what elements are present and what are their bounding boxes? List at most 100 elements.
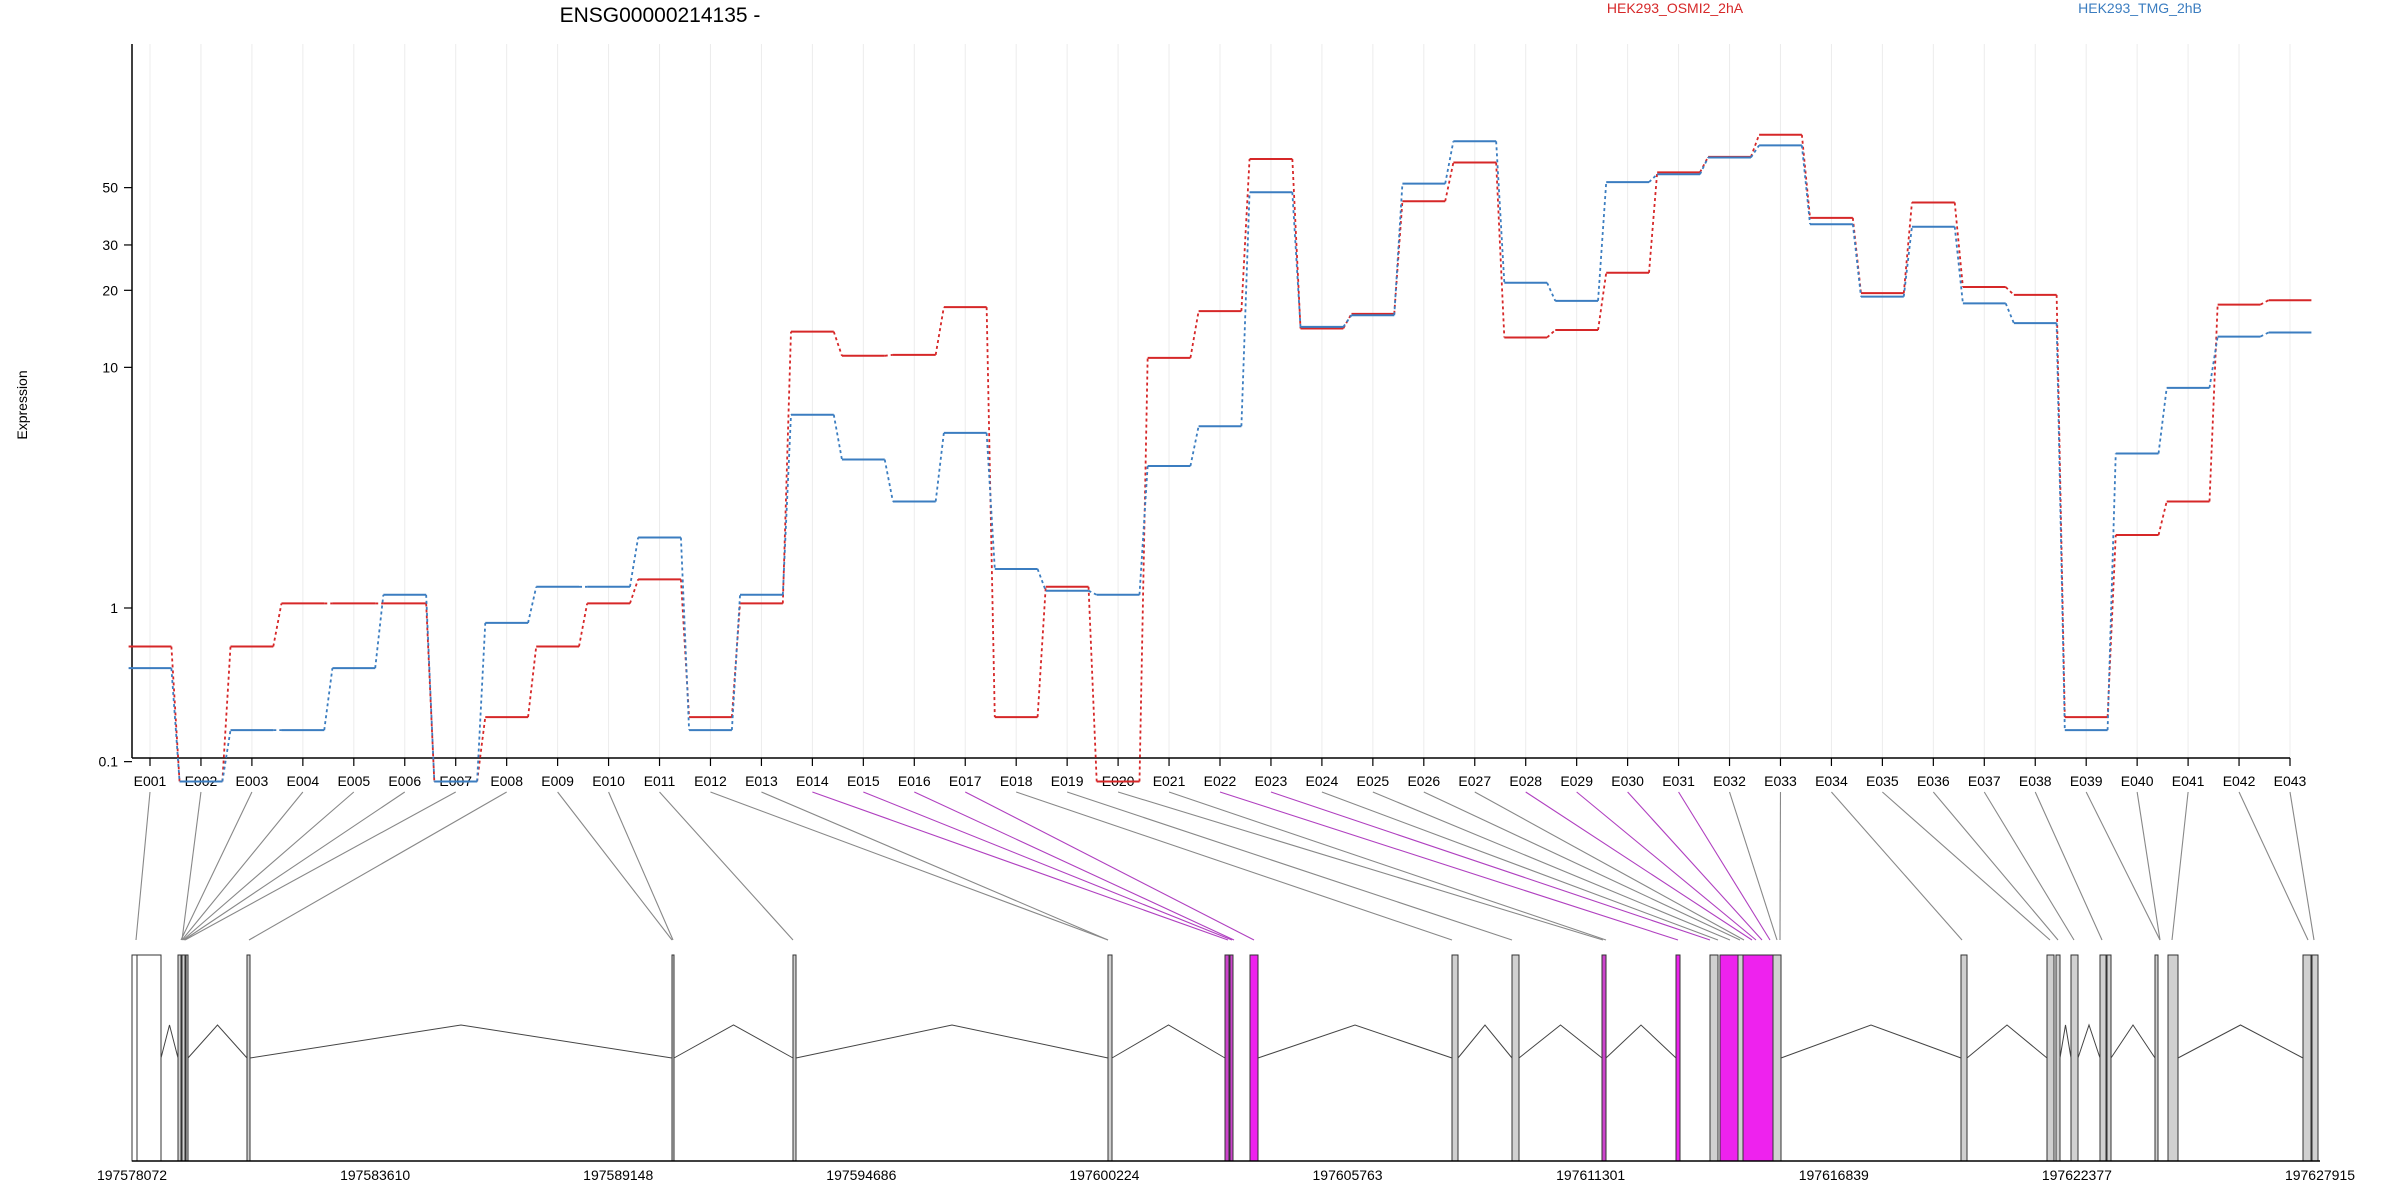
exon-connector bbox=[1576, 791, 1757, 941]
x-tick-label: E022 bbox=[1204, 773, 1237, 789]
y-axis-label: Expression bbox=[14, 370, 30, 439]
series-connector bbox=[832, 414, 843, 460]
exon-box bbox=[181, 954, 186, 1162]
genomic-tick-label: 197583610 bbox=[340, 1167, 410, 1183]
exon-connector bbox=[761, 791, 1109, 941]
exon-connector bbox=[1525, 791, 1753, 941]
series-connector bbox=[934, 306, 945, 355]
x-tick-label: E034 bbox=[1815, 773, 1848, 789]
exon-connector bbox=[1678, 791, 1771, 941]
exon-box bbox=[1249, 954, 1259, 1162]
series-connector bbox=[1953, 202, 1964, 288]
exon-connector bbox=[1474, 791, 1745, 941]
series-connector bbox=[578, 603, 589, 647]
exon-connector bbox=[182, 791, 355, 941]
exon-connector bbox=[863, 791, 1233, 941]
exon-connector bbox=[1423, 791, 1741, 941]
series-connector bbox=[1036, 586, 1047, 718]
series-connector bbox=[2055, 323, 2066, 731]
x-tick-label: E015 bbox=[847, 773, 880, 789]
intron-line bbox=[1966, 1024, 2048, 1059]
x-tick-label: E018 bbox=[1000, 773, 1033, 789]
exon-connector bbox=[1168, 791, 1607, 941]
x-tick-label: E023 bbox=[1255, 773, 1288, 789]
series-line-2 bbox=[128, 140, 2312, 783]
exon-connector bbox=[184, 791, 456, 941]
series-connector bbox=[1240, 158, 1251, 312]
x-tick-label: E014 bbox=[796, 773, 829, 789]
x-tick-label: E042 bbox=[2223, 773, 2256, 789]
exon-connector bbox=[1372, 791, 1731, 941]
series-connector bbox=[170, 668, 181, 782]
exon-connector bbox=[2136, 791, 2161, 941]
series-connector bbox=[1800, 145, 1811, 225]
series-connector bbox=[1546, 329, 1556, 339]
x-axis-ticks: E001 E002 E003 E004 E005 E006 E007 E008 E009 E010… bbox=[134, 758, 2307, 789]
series-connector bbox=[2208, 304, 2219, 502]
genomic-axis: 197578072 197583610 197589148 197594686 1976… bbox=[97, 1160, 2355, 1183]
exon-connector bbox=[2238, 791, 2309, 941]
series-connector bbox=[476, 622, 487, 782]
exon-box bbox=[136, 954, 162, 1162]
intron-line bbox=[1111, 1024, 1226, 1059]
intron-line bbox=[249, 1024, 673, 1059]
series-connector bbox=[272, 603, 283, 647]
exon-box bbox=[1772, 954, 1782, 1162]
chart-title: ENSG00000214135 - bbox=[560, 4, 761, 27]
series-connector bbox=[884, 353, 893, 357]
exon-box bbox=[2302, 954, 2312, 1162]
x-tick-label: E008 bbox=[490, 773, 523, 789]
series-connector bbox=[527, 586, 538, 624]
series-connector bbox=[2157, 387, 2168, 454]
vertical-gridlines bbox=[149, 44, 2291, 758]
genomic-tick-label: 197578072 bbox=[97, 1167, 167, 1183]
x-tick-label: E043 bbox=[2274, 773, 2307, 789]
exon-connector bbox=[2085, 791, 2161, 941]
series-connector bbox=[221, 729, 232, 782]
exon-connector bbox=[964, 791, 1255, 941]
x-tick-label: E027 bbox=[1458, 773, 1491, 789]
intron-line bbox=[160, 1024, 179, 1059]
series-connector bbox=[1291, 158, 1302, 329]
series-connector bbox=[1393, 183, 1404, 316]
x-tick-label: E025 bbox=[1357, 773, 1390, 789]
intron-line bbox=[795, 1024, 1109, 1059]
x-tick-label: E003 bbox=[236, 773, 269, 789]
exon-connector bbox=[557, 791, 673, 941]
legend-series-2: HEK293_TMG_2hB bbox=[2078, 0, 2202, 16]
exon-connector bbox=[1729, 791, 1778, 941]
series-connector bbox=[985, 432, 996, 570]
x-tick-label: E038 bbox=[2019, 773, 2052, 789]
series-connector bbox=[934, 432, 945, 502]
exon-box bbox=[2046, 954, 2055, 1162]
exon-box bbox=[2055, 954, 2061, 1162]
intron-line bbox=[187, 1024, 248, 1059]
x-tick-label: E011 bbox=[644, 773, 676, 789]
exon-connector bbox=[1117, 791, 1604, 941]
intron-line bbox=[1257, 1024, 1453, 1059]
exon-connector bbox=[812, 791, 1229, 941]
series-connector bbox=[374, 594, 385, 669]
exon-box bbox=[1960, 954, 1968, 1162]
series-connector bbox=[1036, 568, 1047, 592]
series-connector bbox=[730, 594, 741, 731]
exon-connector bbox=[1321, 791, 1719, 941]
x-tick-label: E029 bbox=[1560, 773, 1593, 789]
intron-line bbox=[1605, 1024, 1677, 1059]
series-connector bbox=[2260, 331, 2270, 338]
series-connector bbox=[2005, 286, 2015, 296]
genomic-tick-label: 197622377 bbox=[2042, 1167, 2112, 1183]
intron-line bbox=[673, 1024, 794, 1059]
x-tick-label: E024 bbox=[1306, 773, 1339, 789]
series-connector bbox=[1189, 426, 1200, 467]
intron-line bbox=[2059, 1024, 2072, 1059]
exon-box bbox=[131, 954, 138, 1162]
x-tick-label: E019 bbox=[1051, 773, 1084, 789]
exon-connector bbox=[135, 791, 151, 941]
series-connector bbox=[883, 459, 894, 502]
exon-box bbox=[2154, 954, 2159, 1162]
exon-connectors bbox=[135, 791, 2315, 941]
series-connector bbox=[2157, 501, 2168, 536]
series-connector bbox=[1648, 172, 1659, 273]
series-connector bbox=[1495, 141, 1506, 283]
